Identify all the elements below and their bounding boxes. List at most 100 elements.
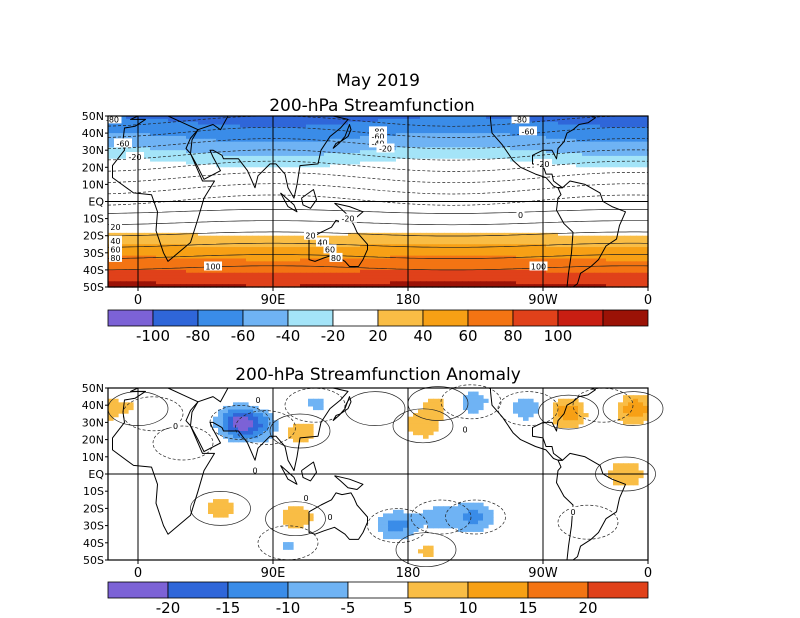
x-tick-label: 90W xyxy=(528,293,558,308)
colorbar-label: 100 xyxy=(544,327,573,345)
contour-label-bg xyxy=(519,126,537,136)
y-tick-label: 10N xyxy=(82,451,104,464)
colorbar-swatch xyxy=(197,309,244,327)
colorbar-swatch xyxy=(587,581,649,599)
contour-label-bg xyxy=(126,152,144,161)
y-tick-label: 30N xyxy=(82,416,104,429)
contour-label-bg xyxy=(302,493,310,503)
colorbar-swatch xyxy=(287,309,334,327)
contour-label-bg xyxy=(461,424,469,434)
contour-label: -20 xyxy=(379,145,392,154)
contour-label-bg xyxy=(109,235,122,245)
colorbar-label: 40 xyxy=(413,327,432,345)
contour-label: 0 xyxy=(518,211,523,220)
contour-label-bg xyxy=(369,131,387,141)
contour-label: -60 xyxy=(371,133,384,142)
contour-label: 0 xyxy=(570,508,575,517)
colorbar-label: -100 xyxy=(136,327,170,345)
chart-1-coastlines xyxy=(112,115,626,288)
contour-label-bg xyxy=(339,213,357,223)
colorbar-swatch xyxy=(557,309,604,327)
colorbar-label: 10 xyxy=(458,599,477,617)
chart-2-colorbar: -20 -15 -10 -5 5 10 15 20 xyxy=(107,581,649,617)
x-tick-label: 180 xyxy=(396,566,421,581)
contour-label: 100 xyxy=(531,263,546,272)
colorbar-swatch xyxy=(407,581,469,599)
contour-label-bg xyxy=(376,143,395,153)
x-tick-label: 0 xyxy=(134,293,142,308)
contour-label-bg xyxy=(109,244,122,254)
y-tick-label: 20S xyxy=(83,502,104,515)
colorbar-label: -10 xyxy=(276,599,301,617)
x-tick-label: 0 xyxy=(644,293,652,308)
y-tick-label: 50S xyxy=(83,281,104,294)
contour-label-bg xyxy=(516,210,525,220)
y-tick-label: 20N xyxy=(82,434,104,447)
contour-label-bg xyxy=(329,252,343,262)
contour-label-bg xyxy=(511,114,530,124)
chart-2-contour-labels: 0 0 0 0 0 0 0 xyxy=(171,395,577,522)
colorbar-swatch xyxy=(287,581,349,599)
chart-1-x-ticks: 0 90E 180 90W 0 xyxy=(134,287,652,308)
y-tick-label: 50N xyxy=(82,110,104,123)
contour-label-bg xyxy=(171,420,180,430)
contour-label: 0 xyxy=(173,422,178,431)
colorbar-swatch xyxy=(527,581,589,599)
contour-label-bg xyxy=(369,138,387,148)
contour-label-bg xyxy=(114,138,132,148)
y-tick-label: 40N xyxy=(82,399,104,412)
contour-label-bg xyxy=(316,237,329,247)
colorbar-label: 20 xyxy=(368,327,387,345)
contour-label-bg xyxy=(369,126,387,136)
y-tick-label: EQ xyxy=(88,468,104,481)
chart-2-title: 200-hPa Streamfunction Anomaly xyxy=(235,365,521,385)
y-tick-label: 10S xyxy=(83,213,104,226)
colorbar-swatch xyxy=(422,309,469,327)
colorbar-label: -60 xyxy=(231,327,256,345)
contour-label: 0 xyxy=(462,425,467,434)
chart-1-y-ticks: 50N 40N 30N 20N 10N EQ 10S 20S 30S 40S 50S xyxy=(82,110,108,294)
y-tick-label: 10N xyxy=(82,178,104,191)
y-tick-label: 30S xyxy=(83,247,104,260)
colorbar-label: -15 xyxy=(216,599,241,617)
contour-label: 0 xyxy=(255,396,260,405)
y-tick-label: 40S xyxy=(83,537,104,550)
contour-label: 80 xyxy=(331,254,341,263)
contour-label: -60 xyxy=(521,127,534,136)
contour-label-bg xyxy=(254,395,262,404)
y-tick-label: 40N xyxy=(82,127,104,140)
colorbar-label: 15 xyxy=(518,599,537,617)
chart-2-x-ticks: 0 90E 180 90W 0 xyxy=(134,560,652,581)
contour-label-bg xyxy=(569,506,577,516)
contour-label: 0 xyxy=(252,467,257,476)
x-tick-label: 90W xyxy=(528,566,558,581)
y-tick-label: 20S xyxy=(83,230,104,243)
contour-label-bg xyxy=(304,230,317,240)
x-tick-label: 0 xyxy=(644,566,652,581)
contour-label-bg xyxy=(251,465,259,475)
contour-label: -20 xyxy=(128,153,141,162)
contour-label-bg xyxy=(109,222,122,232)
contour-label-bg xyxy=(323,244,337,254)
y-tick-label: 30N xyxy=(82,144,104,157)
contour-label: 0 xyxy=(327,513,332,522)
colorbar-label: 80 xyxy=(503,327,522,345)
y-tick-label: 40S xyxy=(83,264,104,277)
contour-label: -20 xyxy=(341,215,354,224)
chart-2-gridlines xyxy=(108,388,648,560)
contour-label: -80 xyxy=(514,115,527,124)
y-tick-label: 30S xyxy=(83,520,104,533)
contour-label: -80 xyxy=(106,115,119,124)
chart-1-title: 200-hPa Streamfunction xyxy=(269,96,475,116)
chart-2-coastlines xyxy=(112,387,626,561)
colorbar-label: -5 xyxy=(341,599,356,617)
contour-label: 0 xyxy=(303,494,308,503)
colorbar-swatch xyxy=(467,581,529,599)
contour-label: 60 xyxy=(325,245,335,254)
colorbar-label: 60 xyxy=(458,327,477,345)
colorbar-swatch xyxy=(347,581,409,599)
y-tick-label: 50N xyxy=(82,382,104,395)
colorbar-label: -20 xyxy=(156,599,181,617)
chart-2-heatmap xyxy=(107,384,664,568)
